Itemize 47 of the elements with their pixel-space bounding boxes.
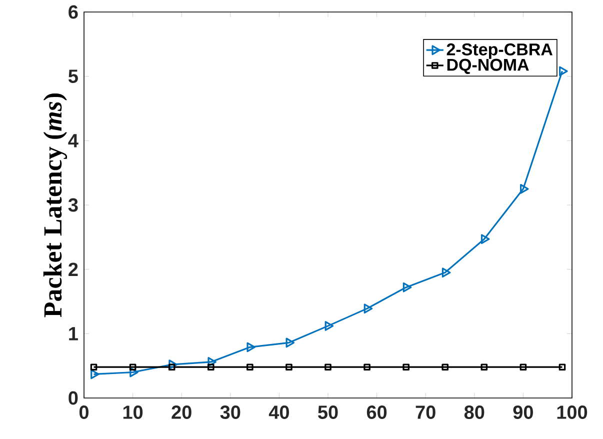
point (442, 268, 451, 278)
y-tick-label: 1 (69, 327, 78, 340)
x-tick-label: 50 (318, 406, 338, 419)
x-tick-label: 80 (464, 406, 484, 419)
point (208, 357, 216, 367)
legend-label: DQ-NOMA (447, 58, 529, 74)
point (364, 304, 373, 314)
y-tick-label: 3 (68, 198, 78, 212)
x-tick-label: 10 (123, 406, 143, 419)
point (558, 364, 566, 371)
y-axis-title: Packet Latency (ms) (43, 94, 68, 318)
point (207, 364, 214, 371)
x-tick-label: 90 (513, 406, 533, 419)
point (286, 338, 295, 348)
y-tick-label: 5 (68, 70, 78, 83)
point (480, 364, 488, 371)
point (364, 364, 370, 371)
x-tick-label: 60 (366, 406, 387, 419)
x-tick-label: 20 (172, 406, 192, 419)
y-tick-label: 4 (68, 134, 78, 148)
point (168, 364, 176, 371)
point (480, 234, 490, 244)
point (442, 364, 449, 371)
x-tick-label: 0 (79, 406, 89, 419)
x-tick-label: 30 (220, 406, 240, 420)
point (246, 342, 256, 352)
y-tick-label: 6 (68, 5, 78, 19)
x-tick-label: 40 (268, 406, 289, 419)
legend-label: 2-Step-CBRA (446, 43, 552, 59)
point (246, 364, 254, 371)
point (324, 364, 332, 371)
point (90, 364, 98, 371)
point (402, 364, 410, 371)
point (520, 184, 529, 194)
y-tick-label: 0 (68, 391, 78, 405)
x-tick-label: 70 (416, 406, 436, 419)
point (520, 364, 527, 371)
point (286, 364, 292, 371)
point (168, 360, 178, 370)
x-tick-label: 100 (557, 406, 588, 419)
point (402, 282, 412, 292)
point (324, 320, 334, 331)
point (129, 364, 136, 371)
point (90, 369, 100, 380)
y-tick-label: 2 (68, 262, 78, 276)
point (559, 66, 568, 76)
point (130, 367, 138, 378)
